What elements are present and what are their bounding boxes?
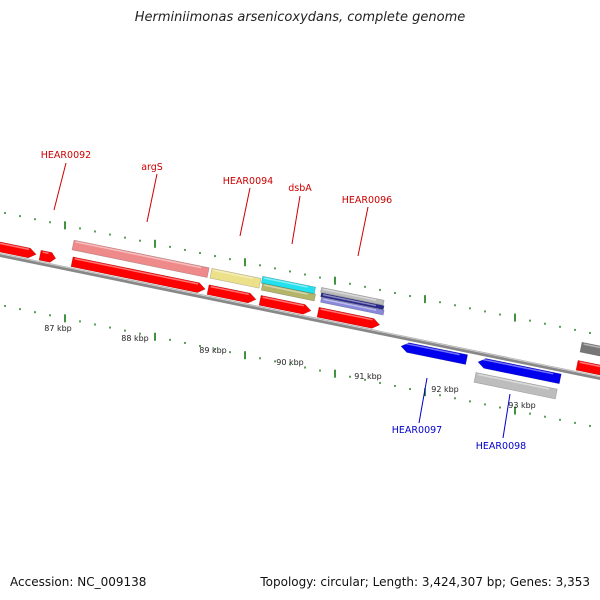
category-block <box>320 297 385 316</box>
cds-reverse-arrow-highlight <box>480 358 554 375</box>
cds-forward-arrow-highlight <box>74 257 199 285</box>
cds-forward-arrow <box>206 284 257 304</box>
topology-label: Topology: circular; Length: 3,424,307 bp… <box>260 575 590 589</box>
cds-forward-arrow-shape <box>575 360 600 376</box>
category-block <box>320 292 385 310</box>
gene-label[interactable]: HEAR0096 <box>342 195 392 206</box>
category-block <box>579 341 600 359</box>
category-block <box>260 282 316 302</box>
gene-label-leader <box>418 377 428 424</box>
map-title: Herminiimonas arsenicoxydans, complete g… <box>134 10 466 25</box>
gene-label-leader <box>502 393 511 439</box>
gene-label[interactable]: HEAR0092 <box>41 150 91 161</box>
category-block <box>473 372 558 400</box>
category-block-highlight <box>323 288 377 301</box>
cds-reverse-arrow-shape <box>400 342 468 365</box>
category-block-highlight <box>213 269 253 279</box>
cds-reverse-arrow-shape <box>477 358 562 385</box>
category-block-highlight <box>583 343 600 349</box>
cds-forward-arrow-highlight <box>579 361 600 368</box>
gene-label-leader <box>239 187 251 237</box>
cds-forward-arrow <box>316 306 381 329</box>
cds-forward-arrow-highlight <box>0 242 30 251</box>
cds-forward-arrow-shape <box>38 249 57 263</box>
category-block-shape <box>579 341 600 359</box>
cds-forward-arrow <box>38 249 57 263</box>
gene-label-leader <box>146 173 158 223</box>
gene-label-leader <box>357 206 369 257</box>
cds-forward-arrow-shape <box>258 295 312 315</box>
tick-label: 91 kbp <box>354 372 382 381</box>
tick-label: 88 kbp <box>121 334 149 343</box>
category-block-shape <box>209 268 262 289</box>
tick-label: 92 kbp <box>431 385 459 394</box>
cds-forward-arrow-shape <box>0 240 37 259</box>
tick-label: 89 kbp <box>199 346 227 355</box>
cds-reverse-arrow <box>477 358 562 385</box>
category-block-highlight <box>264 284 308 295</box>
category-block-shape <box>71 239 210 278</box>
cds-forward-arrow-shape <box>206 284 257 304</box>
gene-label[interactable]: HEAR0098 <box>476 441 526 452</box>
tick-label: 90 kbp <box>276 358 304 367</box>
category-block-highlight <box>264 277 308 288</box>
category-block-shape <box>320 292 385 310</box>
cds-forward-arrow-highlight <box>210 285 250 296</box>
gene-label[interactable]: HEAR0094 <box>223 176 273 187</box>
tick-label: 87 kbp <box>44 324 72 333</box>
category-block-shape <box>320 297 385 316</box>
gene-label[interactable]: argS <box>141 162 163 173</box>
genome-backbone <box>0 252 600 381</box>
cds-forward-arrow-highlight <box>320 308 373 321</box>
genome-backbone-highlight <box>0 253 600 378</box>
gene-label-leader <box>53 162 67 211</box>
category-block <box>71 239 210 278</box>
category-block-highlight <box>75 241 202 269</box>
category-block-highlight <box>323 298 377 311</box>
cds-forward-arrow-highlight <box>262 296 304 307</box>
category-block-shape <box>473 372 558 400</box>
gene-label-leader <box>291 195 301 245</box>
category-block-shape <box>320 287 385 306</box>
cds-forward-arrow <box>575 360 600 376</box>
accession-label: Accession: NC_009138 <box>10 575 147 589</box>
gene-label[interactable]: dsbA <box>288 183 312 194</box>
gene-label[interactable]: HEAR0097 <box>392 425 442 436</box>
cds-reverse-arrow-highlight <box>403 342 460 356</box>
cds-forward-arrow-shape <box>70 256 206 293</box>
category-block-highlight <box>322 293 377 307</box>
tick-label: 93 kbp <box>508 401 536 410</box>
cds-forward-arrow-highlight <box>42 251 49 255</box>
category-block-highlight <box>477 373 550 390</box>
category-block <box>209 268 262 289</box>
category-block-shape <box>260 282 316 302</box>
cds-forward-arrow-shape <box>316 306 381 329</box>
category-block <box>320 287 385 306</box>
cds-reverse-arrow <box>400 342 468 365</box>
cds-forward-arrow <box>0 240 37 259</box>
cds-forward-arrow <box>70 256 206 293</box>
cds-forward-arrow <box>258 295 312 315</box>
